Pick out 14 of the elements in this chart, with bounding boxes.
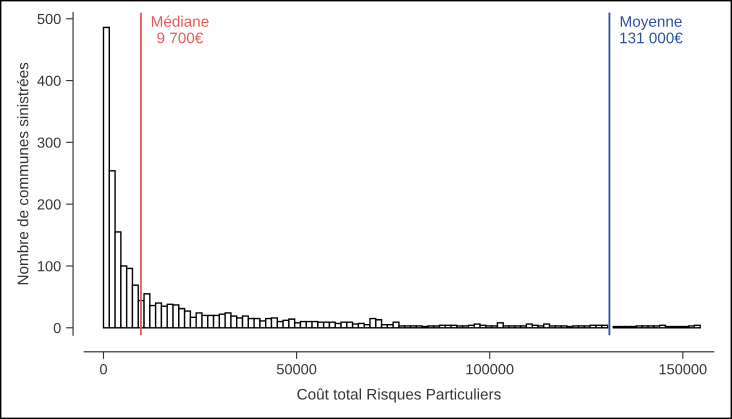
y-tick-label: 400: [37, 76, 61, 86]
ref-line-label: Moyenne 131 000€: [620, 16, 683, 44]
y-tick-label: 0: [54, 322, 61, 334]
ref-line-label: Médiane 9 700€: [152, 15, 209, 44]
y-tick-label: 500: [38, 14, 61, 24]
x-tick-label: 50000: [276, 364, 316, 374]
x-tick-label: 150000: [660, 364, 707, 374]
y-tick-label: 200: [38, 199, 61, 210]
x-axis-title: Coût total Risques Particuliers: [297, 388, 501, 403]
y-tick-label: 300: [37, 137, 61, 148]
y-axis-title: Nombre de communes sinistrées: [16, 62, 28, 284]
x-tick-label: 100000: [466, 364, 514, 374]
x-tick-label: 0: [100, 364, 107, 374]
y-tick-label: 100: [38, 261, 61, 272]
